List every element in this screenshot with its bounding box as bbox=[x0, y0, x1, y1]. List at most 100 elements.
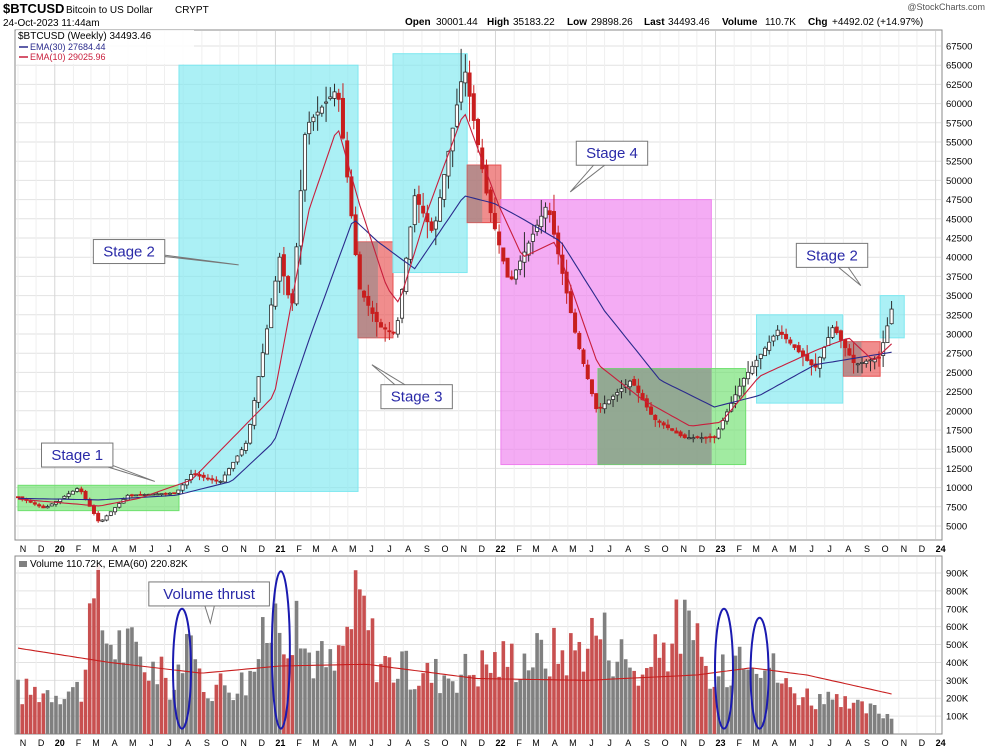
candle-body bbox=[699, 437, 704, 440]
x-tick-label: O bbox=[442, 738, 449, 748]
volume-thrust-ellipse bbox=[713, 607, 734, 730]
x-tick-label: N bbox=[20, 544, 27, 554]
volume-bar bbox=[16, 679, 20, 734]
volume-bar bbox=[754, 673, 759, 734]
x-tick-label: O bbox=[882, 544, 889, 554]
x-tick-label: M bbox=[569, 544, 577, 554]
x-tick-label: A bbox=[625, 738, 631, 748]
x-tick-label: O bbox=[662, 738, 669, 748]
volume-bar bbox=[336, 645, 341, 734]
volume-bar bbox=[320, 641, 324, 734]
volume-bar bbox=[737, 646, 742, 734]
last-value: 34493.46 bbox=[668, 17, 710, 28]
volume-bar bbox=[497, 676, 501, 734]
chart-name: Bitcoin to US Dollar bbox=[66, 5, 153, 16]
volume-bar bbox=[830, 699, 835, 734]
x-tick-label: D bbox=[38, 544, 45, 554]
candle-body bbox=[32, 502, 37, 505]
candle-body bbox=[754, 359, 759, 368]
volume-bar bbox=[163, 677, 168, 734]
x-tick-label: F bbox=[736, 738, 742, 748]
candle-body bbox=[636, 385, 641, 393]
volume-bar bbox=[168, 699, 172, 734]
candle-body bbox=[28, 500, 33, 503]
x-tick-label: N bbox=[240, 738, 247, 748]
volume-bar bbox=[847, 708, 852, 734]
candle-body bbox=[463, 71, 468, 84]
candle-body bbox=[324, 101, 329, 104]
x-tick-label: S bbox=[204, 544, 210, 554]
x-tick-label: N bbox=[681, 738, 688, 748]
x-tick-label: 23 bbox=[716, 544, 726, 554]
volume-ema60-line bbox=[17, 647, 892, 695]
candle-body bbox=[526, 242, 531, 256]
x-tick-label: M bbox=[532, 544, 540, 554]
candle-body bbox=[691, 437, 696, 440]
candle-body bbox=[476, 119, 481, 146]
volume-bar bbox=[826, 691, 831, 734]
volume-bar bbox=[366, 630, 371, 734]
x-tick-label: A bbox=[772, 738, 778, 748]
callout-box bbox=[380, 384, 453, 410]
x-tick-label: F bbox=[296, 544, 302, 554]
candle-body bbox=[750, 365, 755, 374]
candle-body bbox=[70, 490, 75, 495]
candle-body bbox=[459, 81, 464, 103]
x-tick-label: D bbox=[479, 544, 486, 554]
candle-body bbox=[611, 395, 616, 400]
candle-body bbox=[370, 307, 375, 314]
volume-bar bbox=[387, 657, 392, 734]
candle-body bbox=[792, 344, 797, 348]
volume-bar bbox=[704, 665, 708, 734]
candle-body bbox=[248, 424, 253, 444]
x-tick-label: J bbox=[167, 738, 172, 748]
volume-bar bbox=[147, 680, 151, 734]
volume-bar bbox=[176, 664, 181, 734]
candlesticks bbox=[15, 48, 894, 523]
candle-body bbox=[708, 436, 713, 439]
candle-body bbox=[674, 430, 679, 434]
stage-overlap-box bbox=[467, 165, 483, 223]
x-tick-label: O bbox=[221, 544, 228, 554]
candle-body bbox=[222, 474, 227, 483]
x-tick-label: M bbox=[532, 738, 540, 748]
price-y-tick-label: 40000 bbox=[946, 253, 972, 264]
callout-box bbox=[148, 581, 270, 607]
x-tick-label: D bbox=[258, 738, 265, 748]
x-tick-label: J bbox=[589, 738, 594, 748]
callout-label: Volume thrust bbox=[163, 586, 256, 603]
candle-body bbox=[847, 348, 852, 356]
volume-bar bbox=[649, 666, 653, 734]
candle-body bbox=[695, 436, 700, 439]
volume-bar bbox=[493, 652, 497, 734]
x-tick-label: 24 bbox=[936, 738, 946, 748]
candle-body bbox=[568, 291, 573, 314]
x-tick-label: A bbox=[405, 738, 411, 748]
x-tick-label: F bbox=[516, 544, 522, 554]
volume-bar bbox=[446, 678, 451, 734]
volume-bar bbox=[758, 677, 763, 734]
volume-bar bbox=[459, 674, 463, 734]
volume-bar bbox=[788, 687, 793, 734]
callout-label: Stage 3 bbox=[391, 389, 443, 406]
volume-bar bbox=[872, 705, 877, 734]
x-tick-label: J bbox=[167, 544, 172, 554]
stage-callouts: Stage 1 Stage 2 Stage 3 Stage 4 Stage 2 Volum… bbox=[41, 140, 869, 625]
candle-body bbox=[408, 226, 413, 260]
volume-bar bbox=[298, 648, 303, 734]
volume-bar bbox=[569, 633, 573, 734]
candle-body bbox=[484, 164, 489, 194]
candle-body bbox=[657, 420, 662, 423]
candle-body bbox=[522, 251, 527, 263]
volume-bar bbox=[623, 659, 628, 734]
candle-body bbox=[45, 506, 50, 509]
x-tick-label: S bbox=[424, 738, 430, 748]
x-tick-label: M bbox=[752, 738, 760, 748]
x-tick-label: A bbox=[405, 544, 411, 554]
candle-body bbox=[551, 211, 556, 235]
candle-body bbox=[649, 406, 654, 415]
volume-y-tick-label: 100K bbox=[946, 712, 969, 723]
volume-thrust-ellipses bbox=[171, 570, 770, 730]
candle-body bbox=[501, 247, 506, 262]
volume-bar bbox=[425, 662, 430, 734]
